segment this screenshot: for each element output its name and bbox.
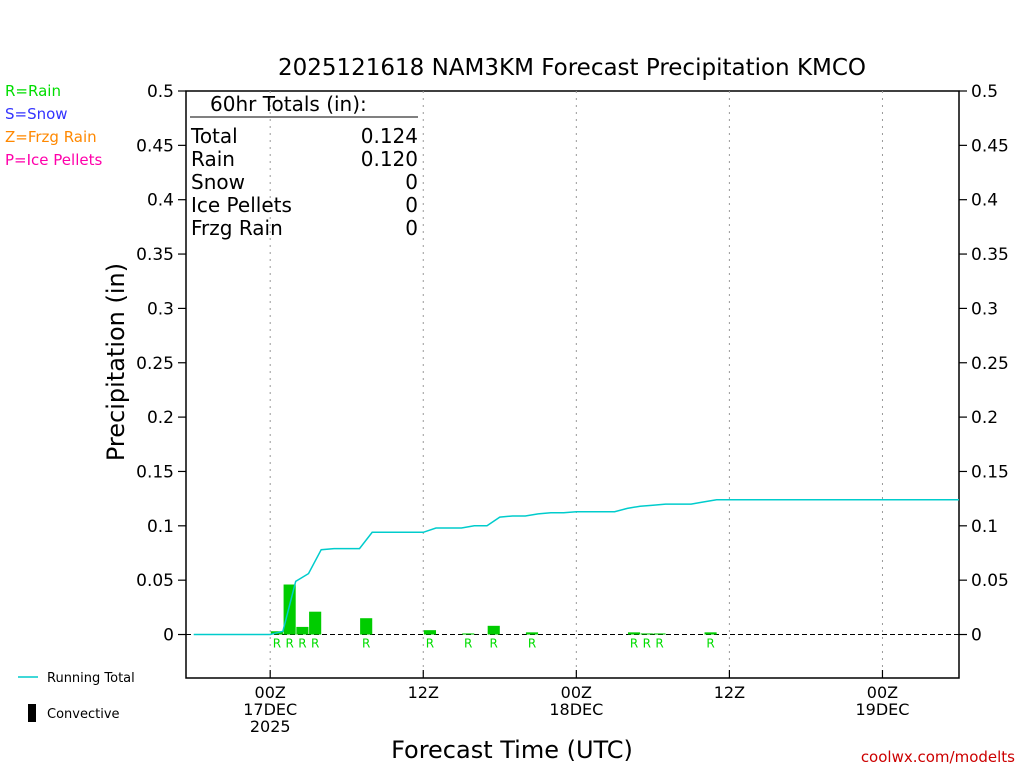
x-tick-label: 12Z [408,683,439,702]
x-tick-label: 2025 [250,717,291,736]
y-tick-label-left: 0.35 [136,245,174,265]
precip-type-letter: R [311,637,319,651]
precip-type-letter: R [273,637,281,651]
y-tick-label-right: 0.3 [971,299,998,319]
y-tick-label-right: 0.15 [971,462,1009,482]
vertical-gridlines [269,91,883,678]
precip-bar [525,632,539,635]
y-axis-right: 0 0.05 0.1 0.15 0.2 0.25 0.3 0.35 0.4 0.45 0.5 [959,82,1009,646]
type-legend-entry: S=Snow [5,105,68,123]
y-tick-label-left: 0.5 [147,82,174,102]
hourly-bars [270,584,717,635]
y-tick-label-right: 0.25 [971,354,1009,374]
y-tick-label-right: 0.1 [971,517,998,537]
y-tick-label-left: 0.3 [147,299,174,319]
totals-row-value: 0 [405,216,418,240]
y-tick-label-left: 0.4 [147,191,174,211]
precip-bar [283,584,296,635]
precip-bar [627,632,641,635]
precip-type-letter: R [426,637,434,651]
precip-type-legend: R=Rain S=Snow Z=Frzg Rain P=Ice Pellets [5,82,102,169]
running-total-legend-label: Running Total [47,671,135,686]
y-tick-label-left: 0.25 [136,354,174,374]
precip-bar [704,632,717,635]
type-legend-entry: Z=Frzg Rain [5,128,97,146]
x-tick-label: 12Z [714,683,745,702]
type-legend-entry: P=Ice Pellets [5,151,102,169]
precip-bar [309,611,322,635]
y-axis-label: Precipitation (in) [102,263,130,461]
convective-legend-label: Convective [47,707,120,722]
totals-row-value: 0.124 [361,124,418,148]
precip-type-letter: R [643,637,651,651]
x-tick-label: 19DEC [855,700,909,719]
y-tick-label-right: 0.4 [971,191,998,211]
y-tick-label-right: 0.45 [971,136,1009,156]
totals-row-value: 0 [405,170,418,194]
plot-frame [185,90,960,679]
precip-bar [640,633,653,635]
precip-type-letter: R [630,637,638,651]
y-tick-label-right: 0 [971,626,982,646]
totals-row-label: Ice Pellets [191,193,292,217]
precip-type-letter: R [655,637,663,651]
precip-type-letter: R [706,637,714,651]
y-tick-label-right: 0.35 [971,245,1009,265]
precip-type-letter: R [362,637,370,651]
x-tick-label: 17DEC [243,700,297,719]
totals-row-label: Frzg Rain [191,216,283,240]
convective-legend-swatch [28,704,36,722]
precip-bar [653,633,666,635]
totals-row-label: Total [190,124,238,148]
totals-row-label: Rain [191,147,235,171]
series-legend: Running Total Convective [18,671,135,722]
totals-row-label: Snow [191,170,245,194]
y-tick-label-left: 0.1 [147,517,174,537]
chart-title: 2025121618 NAM3KM Forecast Precipitation… [278,55,866,81]
x-tick-label: 00Z [561,683,592,702]
precip-type-letter: R [490,637,498,651]
precip-type-letter: R [285,637,293,651]
y-tick-label-left: 0.45 [136,136,174,156]
precip-type-letter: R [528,637,536,651]
precip-bar [296,626,309,635]
y-tick-label-right: 0.05 [971,571,1009,591]
precip-bar [462,633,475,635]
precip-type-letter: R [298,637,306,651]
totals-row-value: 0.120 [361,147,418,171]
y-tick-label-left: 0 [163,626,174,646]
x-tick-label: 00Z [255,683,286,702]
y-tick-label-left: 0.15 [136,462,174,482]
y-tick-label-right: 0.2 [971,408,998,428]
x-axis-label: Forecast Time (UTC) [391,736,633,764]
type-legend-entry: R=Rain [5,82,61,100]
y-axis-left: 0 0.05 0.1 0.15 0.2 0.25 0.3 0.35 0.4 0.45 0.5 [136,82,186,646]
y-tick-label-right: 0.5 [971,82,998,102]
y-tick-label-left: 0.2 [147,408,174,428]
precip-type-letter: R [464,637,472,651]
precip-bar [487,625,500,635]
totals-box: 60hr Totals (in): Total 0.124 Rain 0.120 Sno… [190,92,418,240]
precip-bar [423,630,437,635]
running-total-line [193,498,959,636]
precip-bar [360,618,373,635]
totals-rows: Total 0.124 Rain 0.120 Snow 0 Ice Pellets 0 Frzg… [190,124,418,240]
credit-text: coolwx.com/modelts [861,748,1015,766]
totals-header: 60hr Totals (in): [210,92,367,116]
totals-row-value: 0 [405,193,418,217]
y-tick-label-left: 0.05 [136,571,174,591]
x-tick-label: 18DEC [549,700,603,719]
x-tick-label: 00Z [867,683,898,702]
